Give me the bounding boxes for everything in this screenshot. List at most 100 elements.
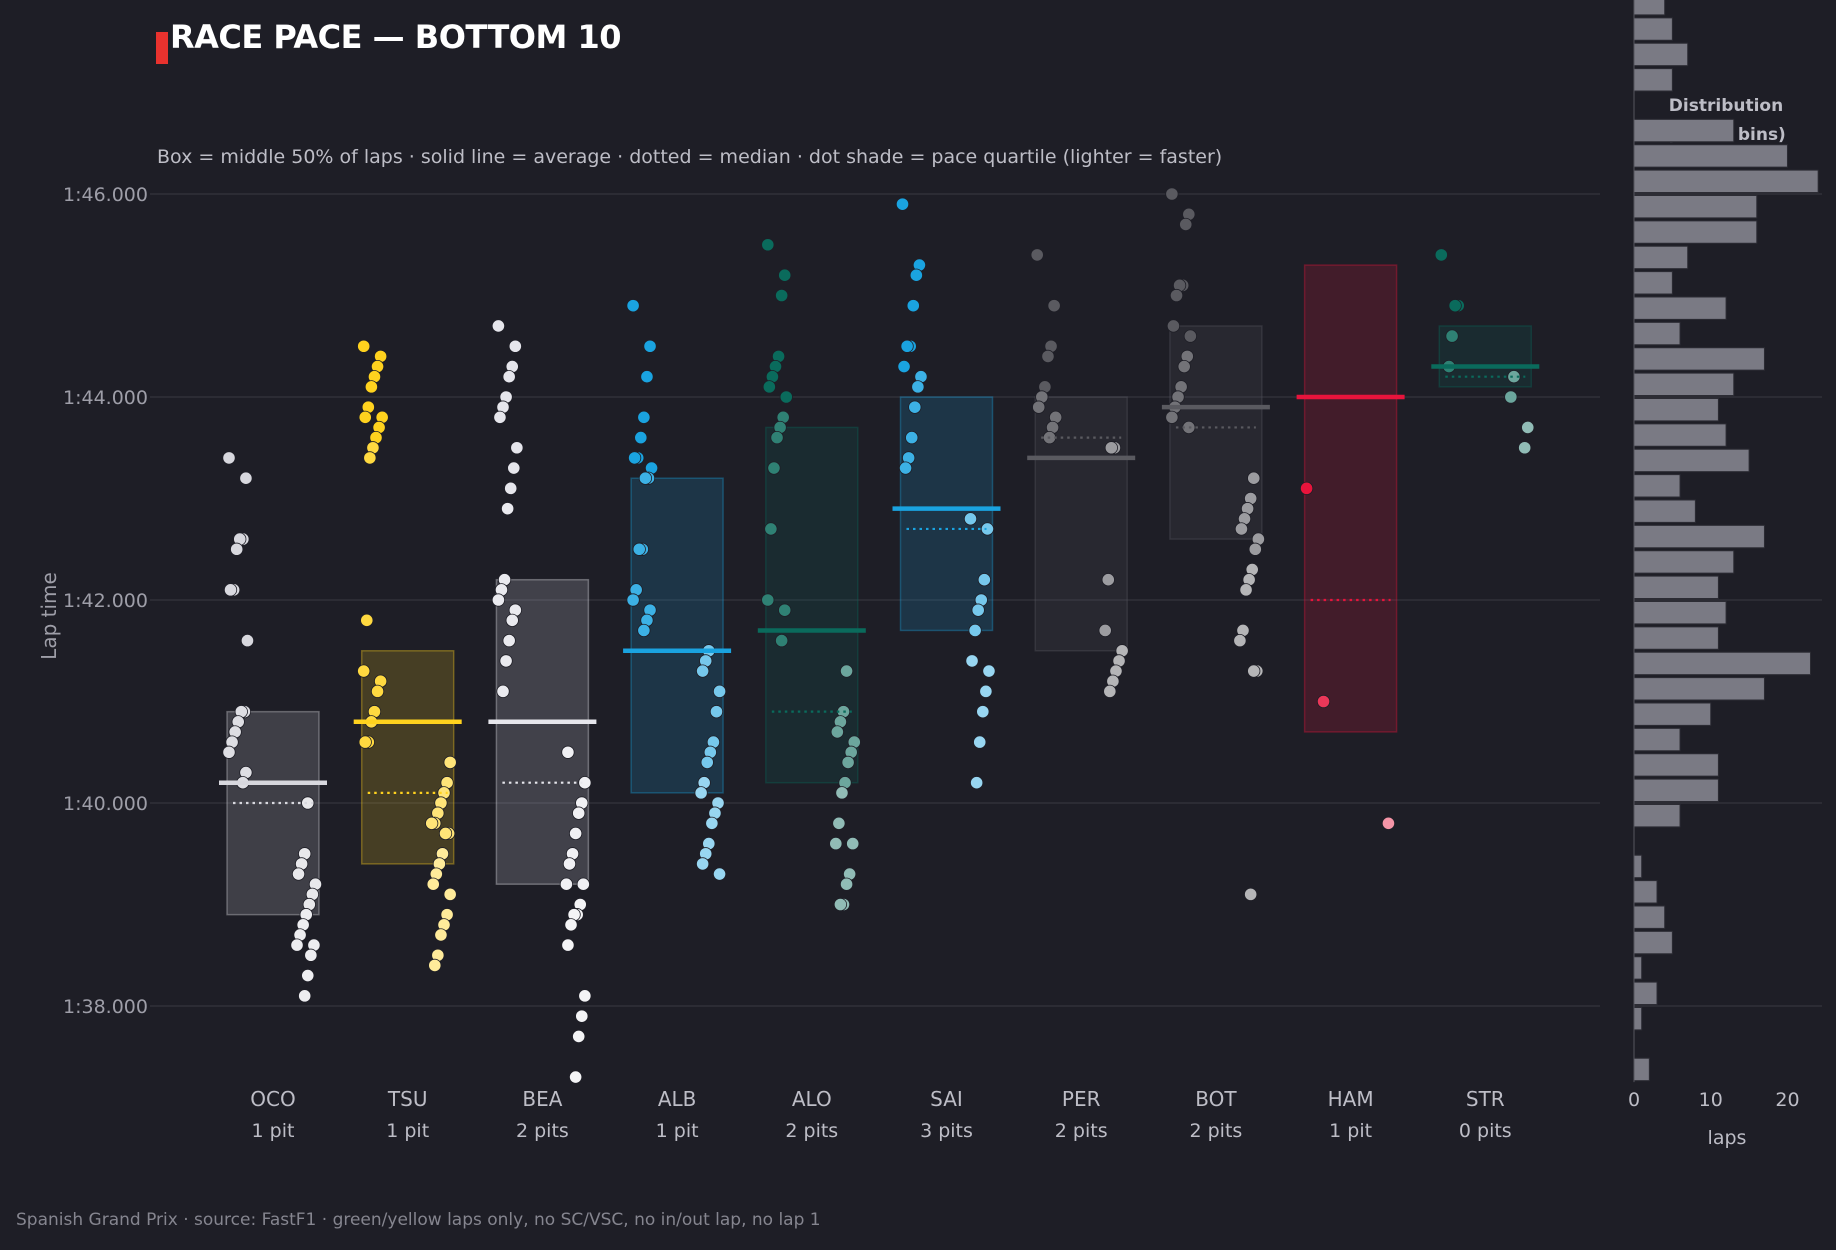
category-label: TSU bbox=[387, 1087, 428, 1111]
lap-point-sai bbox=[909, 268, 923, 282]
lap-point-alo bbox=[770, 430, 784, 445]
histogram-bar bbox=[1633, 677, 1765, 701]
lap-point-bot bbox=[1239, 583, 1253, 597]
category-pit-label: 2 pits bbox=[516, 1120, 569, 1142]
histogram-bar bbox=[1633, 804, 1681, 828]
category-pit-label: 2 pits bbox=[785, 1120, 838, 1142]
lap-point-per bbox=[1032, 400, 1046, 414]
histogram-bar bbox=[1633, 575, 1719, 599]
histogram-tick-label: 0 bbox=[1628, 1089, 1640, 1111]
histogram-bar bbox=[1633, 68, 1673, 92]
lap-point-ham bbox=[1381, 816, 1396, 830]
lap-point-bea bbox=[493, 410, 507, 424]
histogram-bar bbox=[1633, 930, 1673, 955]
line-layer bbox=[219, 364, 1540, 805]
category-pit-label: 2 pits bbox=[1189, 1120, 1242, 1142]
lap-point-per bbox=[1103, 684, 1117, 698]
category-pit-label: 1 pit bbox=[1329, 1120, 1372, 1142]
category-pit-label: 2 pits bbox=[1055, 1120, 1108, 1142]
lap-point-alo bbox=[833, 897, 848, 912]
lap-point-alb bbox=[712, 867, 727, 881]
histogram-bar bbox=[1633, 499, 1696, 523]
histogram-bar bbox=[1633, 144, 1788, 168]
lap-point-oco bbox=[298, 989, 312, 1003]
lap-point-alb bbox=[638, 471, 653, 485]
lap-point-per bbox=[1104, 441, 1118, 455]
lap-point-bea bbox=[510, 441, 524, 455]
histogram-bar bbox=[1633, 905, 1666, 929]
lap-point-oco bbox=[239, 471, 253, 485]
source-footer: Spanish Grand Prix · source: FastF1 · gr… bbox=[16, 1210, 821, 1230]
histogram-bar bbox=[1633, 727, 1681, 752]
lap-point-per bbox=[1041, 349, 1055, 363]
lap-point-bea bbox=[578, 989, 592, 1003]
lap-point-tsu bbox=[370, 684, 385, 698]
lap-point-oco bbox=[230, 542, 244, 556]
lap-point-bot bbox=[1177, 359, 1191, 374]
lap-point-bea bbox=[576, 877, 590, 891]
histogram-bar bbox=[1633, 398, 1719, 422]
y-tick-label: 1:44.000 bbox=[63, 387, 148, 409]
lap-point-sai bbox=[898, 461, 913, 475]
lap-point-alo bbox=[846, 836, 860, 851]
lap-point-oco bbox=[240, 633, 255, 648]
lap-point-alb bbox=[712, 684, 727, 698]
category-label: BOT bbox=[1195, 1087, 1237, 1111]
lap-point-bea bbox=[499, 654, 513, 668]
category-pit-label: 3 pits bbox=[920, 1120, 973, 1142]
lap-point-alo bbox=[767, 461, 781, 475]
lap-point-bea bbox=[505, 613, 519, 627]
lap-point-bea bbox=[564, 918, 578, 932]
histogram-bar bbox=[1633, 956, 1643, 980]
lap-point-sai bbox=[900, 339, 914, 353]
dot-layer bbox=[222, 187, 1535, 1084]
histogram-bar bbox=[1633, 195, 1758, 219]
lap-point-oco bbox=[222, 745, 236, 759]
lap-point-bot bbox=[1234, 522, 1249, 536]
lap-point-alo bbox=[839, 877, 854, 891]
histogram-bar bbox=[1633, 1057, 1650, 1082]
lap-point-tsu bbox=[443, 887, 457, 901]
lap-point-bea bbox=[504, 481, 518, 495]
lap-point-alb bbox=[643, 339, 657, 353]
lap-point-tsu bbox=[443, 755, 457, 770]
histogram-bar bbox=[1633, 347, 1765, 371]
lap-point-str bbox=[1521, 420, 1535, 435]
lap-point-sai bbox=[982, 664, 996, 678]
y-tick-label: 1:46.000 bbox=[63, 184, 148, 206]
lap-point-ham bbox=[1300, 481, 1314, 495]
histogram-bar bbox=[1633, 0, 1666, 16]
y-tick-label: 1:40.000 bbox=[63, 793, 148, 815]
lap-point-bea bbox=[507, 461, 521, 475]
lap-point-sai bbox=[911, 380, 925, 394]
iqr-box-oco bbox=[226, 710, 320, 916]
lap-point-bot bbox=[1247, 664, 1261, 678]
lap-point-bea bbox=[562, 857, 577, 871]
histogram-bar bbox=[1633, 981, 1658, 1005]
category-pit-label: 1 pit bbox=[252, 1120, 295, 1142]
category-label: OCO bbox=[250, 1087, 295, 1111]
lap-point-alo bbox=[775, 288, 789, 303]
lap-point-bot bbox=[1165, 410, 1179, 424]
histogram-layer bbox=[1633, 0, 1819, 1083]
lap-point-per bbox=[1030, 248, 1044, 262]
histogram-bar bbox=[1633, 524, 1765, 549]
lap-point-sai bbox=[979, 684, 993, 698]
y-axis-title: Lap time bbox=[37, 572, 61, 660]
lap-point-oco bbox=[222, 451, 236, 465]
label-layer: 1:38.000 1:40.000 1:42.000 1:44.000 1:46.000… bbox=[37, 184, 1800, 1149]
histogram-bar bbox=[1633, 448, 1750, 473]
lap-point-tsu bbox=[428, 958, 442, 973]
histogram-bar bbox=[1633, 778, 1719, 802]
histogram-bar bbox=[1633, 271, 1673, 295]
lap-point-str bbox=[1434, 248, 1448, 262]
histogram-bar bbox=[1633, 880, 1658, 904]
lap-point-bea bbox=[491, 319, 505, 333]
category-label: ALO bbox=[792, 1087, 832, 1111]
lap-point-alo bbox=[832, 816, 846, 830]
lap-point-bea bbox=[575, 1009, 589, 1023]
histogram-bar bbox=[1633, 118, 1735, 143]
lap-point-tsu bbox=[358, 735, 372, 749]
lap-point-tsu bbox=[357, 664, 371, 678]
histogram-bar bbox=[1633, 474, 1681, 498]
